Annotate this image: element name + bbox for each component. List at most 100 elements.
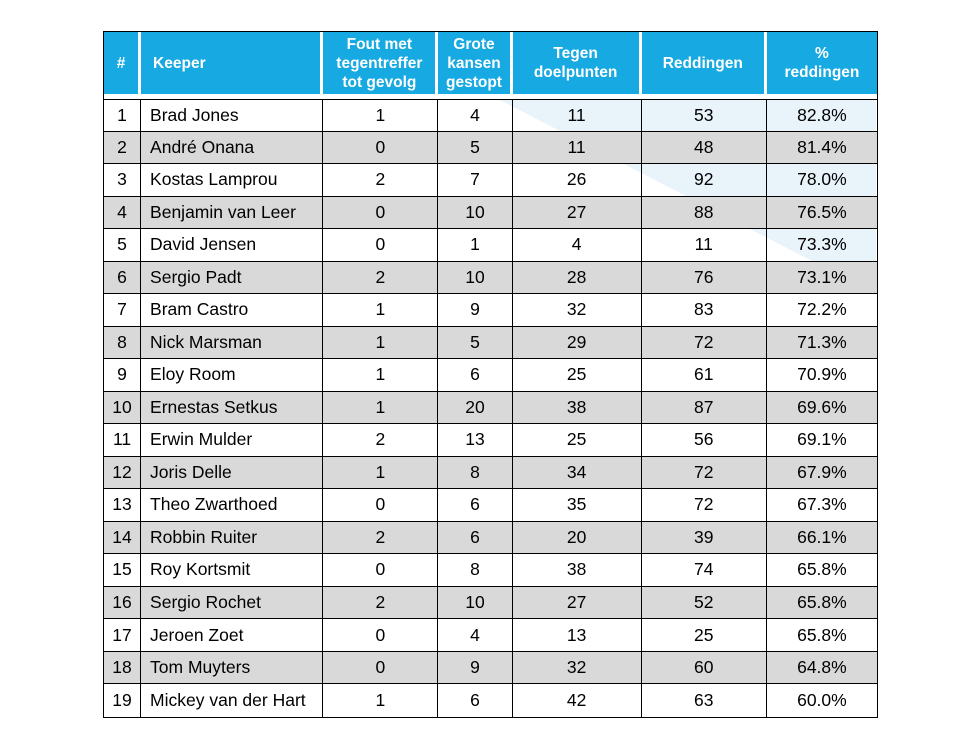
cell-rank: 6	[104, 261, 142, 295]
cell-grote-kansen-gestopt: 10	[438, 586, 513, 620]
cell-fout-met-tegentreffer: 1	[323, 391, 439, 425]
cell-reddingen: 39	[641, 521, 767, 555]
table-row: 9 Eloy Room 1 6 25 61 70.9%	[104, 359, 877, 392]
table-row: 3 Kostas Lamprou 2 7 26 92 78.0%	[104, 164, 877, 197]
cell-tegen-doelpunten: 38	[512, 391, 642, 425]
header-keeper: Keeper	[141, 32, 324, 99]
cell-fout-met-tegentreffer: 1	[323, 294, 439, 327]
cell-grote-kansen-gestopt: 9	[438, 294, 513, 327]
cell-rank: 1	[104, 99, 142, 132]
cell-rank: 18	[104, 651, 142, 685]
cell-tegen-doelpunten: 25	[512, 359, 642, 392]
cell-tegen-doelpunten: 42	[513, 684, 642, 717]
cell-pct-reddingen: 72.2%	[766, 294, 877, 327]
cell-keeper: Sergio Rochet	[141, 586, 324, 620]
cell-keeper: Theo Zwarthoed	[141, 489, 324, 522]
cell-keeper: Roy Kortsmit	[141, 554, 324, 587]
cell-pct-reddingen: 64.8%	[766, 651, 877, 685]
header-row: # Keeper Fout met tegentreffer tot gevol…	[104, 32, 877, 99]
cell-reddingen: 60	[641, 651, 767, 685]
cell-tegen-doelpunten: 11	[512, 99, 642, 132]
cell-grote-kansen-gestopt: 6	[438, 684, 513, 717]
cell-tegen-doelpunten: 11	[512, 131, 642, 165]
cell-pct-reddingen: 65.8%	[766, 554, 877, 587]
cell-rank: 15	[104, 554, 142, 587]
cell-pct-reddingen: 76.5%	[766, 196, 877, 230]
cell-fout-met-tegentreffer: 0	[323, 229, 439, 262]
cell-tegen-doelpunten: 27	[512, 586, 642, 620]
table-row: 12 Joris Delle 1 8 34 72 67.9%	[104, 456, 877, 490]
cell-fout-met-tegentreffer: 2	[323, 424, 439, 457]
cell-reddingen: 92	[641, 164, 767, 197]
cell-keeper: Ernestas Setkus	[141, 391, 324, 425]
cell-keeper: Erwin Mulder	[141, 424, 324, 457]
cell-pct-reddingen: 73.1%	[766, 261, 877, 295]
cell-rank: 2	[104, 131, 142, 165]
cell-pct-reddingen: 71.3%	[766, 326, 877, 360]
table-row: 6 Sergio Padt 2 10 28 76 73.1%	[104, 261, 877, 295]
cell-reddingen: 72	[641, 456, 767, 490]
cell-rank: 19	[104, 684, 142, 717]
header-pct-reddingen: % reddingen	[766, 32, 877, 99]
cell-reddingen: 72	[641, 326, 767, 360]
cell-rank: 14	[104, 521, 142, 555]
cell-grote-kansen-gestopt: 7	[438, 164, 513, 197]
cell-reddingen: 61	[641, 359, 767, 392]
cell-pct-reddingen: 67.3%	[766, 489, 877, 522]
cell-keeper: Brad Jones	[141, 99, 324, 132]
cell-pct-reddingen: 65.8%	[766, 619, 877, 652]
cell-reddingen: 53	[641, 99, 767, 132]
cell-tegen-doelpunten: 27	[512, 196, 642, 230]
cell-fout-met-tegentreffer: 0	[323, 489, 439, 522]
cell-grote-kansen-gestopt: 8	[438, 456, 513, 490]
cell-grote-kansen-gestopt: 10	[438, 196, 513, 230]
header-rank: #	[104, 32, 142, 99]
cell-tegen-doelpunten: 4	[512, 229, 642, 262]
cell-rank: 3	[104, 164, 142, 197]
cell-pct-reddingen: 70.9%	[766, 359, 877, 392]
cell-pct-reddingen: 81.4%	[766, 131, 877, 165]
cell-reddingen: 72	[641, 489, 767, 522]
cell-tegen-doelpunten: 38	[512, 554, 642, 587]
keepers-stats-table: # Keeper Fout met tegentreffer tot gevol…	[103, 31, 878, 718]
table-header: # Keeper Fout met tegentreffer tot gevol…	[104, 32, 877, 99]
cell-rank: 9	[104, 359, 142, 392]
table-body: 1 Brad Jones 1 4 11 53 82.8% 2 André Ona…	[104, 99, 877, 717]
cell-fout-met-tegentreffer: 0	[323, 651, 439, 685]
cell-fout-met-tegentreffer: 1	[323, 99, 439, 132]
cell-reddingen: 63	[642, 684, 767, 717]
cell-reddingen: 11	[641, 229, 767, 262]
header-reddingen: Reddingen	[641, 32, 767, 99]
cell-grote-kansen-gestopt: 6	[438, 521, 513, 555]
cell-reddingen: 74	[641, 554, 767, 587]
table-row: 7 Bram Castro 1 9 32 83 72.2%	[104, 294, 877, 327]
cell-reddingen: 83	[641, 294, 767, 327]
cell-rank: 10	[104, 391, 142, 425]
cell-grote-kansen-gestopt: 6	[438, 489, 513, 522]
cell-keeper: Jeroen Zoet	[141, 619, 324, 652]
cell-keeper: Benjamin van Leer	[141, 196, 324, 230]
cell-tegen-doelpunten: 13	[512, 619, 642, 652]
table-row: 18 Tom Muyters 0 9 32 60 64.8%	[104, 651, 877, 685]
cell-rank: 17	[104, 619, 142, 652]
cell-rank: 5	[104, 229, 142, 262]
cell-keeper: Mickey van der Hart	[141, 684, 324, 717]
cell-keeper: David Jensen	[141, 229, 324, 262]
cell-grote-kansen-gestopt: 6	[438, 359, 513, 392]
cell-reddingen: 25	[641, 619, 767, 652]
cell-pct-reddingen: 69.1%	[766, 424, 877, 457]
table-row: 14 Robbin Ruiter 2 6 20 39 66.1%	[104, 521, 877, 555]
cell-tegen-doelpunten: 32	[512, 651, 642, 685]
cell-tegen-doelpunten: 35	[512, 489, 642, 522]
cell-grote-kansen-gestopt: 4	[438, 619, 513, 652]
cell-fout-met-tegentreffer: 2	[323, 164, 439, 197]
cell-fout-met-tegentreffer: 0	[323, 196, 439, 230]
cell-grote-kansen-gestopt: 13	[438, 424, 513, 457]
cell-grote-kansen-gestopt: 9	[438, 651, 513, 685]
table-row: 4 Benjamin van Leer 0 10 27 88 76.5%	[104, 196, 877, 230]
table-row: 13 Theo Zwarthoed 0 6 35 72 67.3%	[104, 489, 877, 522]
cell-rank: 7	[104, 294, 142, 327]
cell-keeper: Joris Delle	[141, 456, 324, 490]
cell-rank: 13	[104, 489, 142, 522]
cell-grote-kansen-gestopt: 5	[438, 326, 513, 360]
